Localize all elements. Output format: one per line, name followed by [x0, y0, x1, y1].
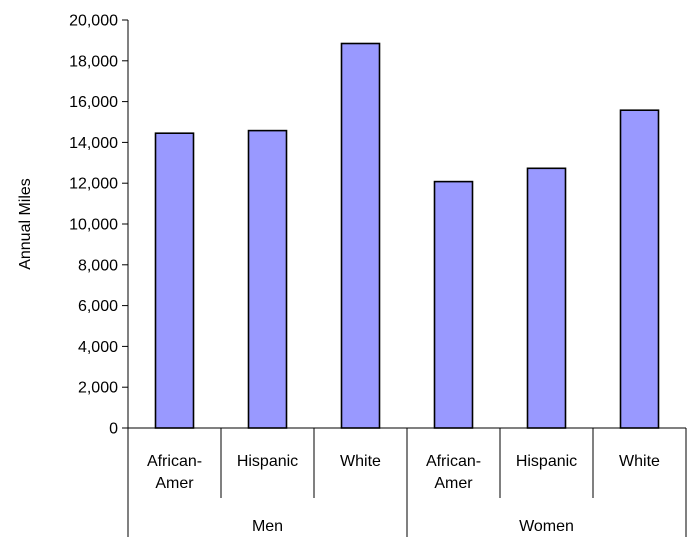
y-tick-label: 18,000 [69, 53, 118, 70]
bar-women-3 [619, 109, 660, 429]
x-category-label: Amer [434, 475, 473, 492]
x-group-label: Men [252, 518, 283, 535]
y-tick-label: 20,000 [69, 13, 118, 30]
bar-men-1 [154, 132, 195, 429]
y-tick-label: 10,000 [69, 217, 118, 234]
axes-layer [122, 19, 687, 537]
bar-women-1 [433, 180, 474, 429]
bar-men-2 [247, 129, 288, 429]
x-category-label: African- [426, 453, 481, 470]
bar-women-2 [526, 167, 567, 429]
x-category-label: White [340, 453, 381, 470]
x-category-label: African- [147, 453, 202, 470]
x-category-label: Amer [155, 475, 194, 492]
y-tick-label: 4,000 [78, 339, 118, 356]
bars-layer [154, 42, 660, 429]
x-category-label: White [619, 453, 660, 470]
bar-men-3 [340, 42, 381, 429]
y-tick-label: 0 [109, 421, 118, 438]
x-category-label: Hispanic [516, 453, 577, 470]
y-tick-label: 8,000 [78, 257, 118, 274]
y-tick-label: 12,000 [69, 176, 118, 193]
labels-layer: 0 2,000 4,000 6,000 8,000 10,000 12,000 14,000 1… [69, 13, 660, 536]
x-category-label: Hispanic [237, 453, 298, 470]
x-group-label: Women [519, 518, 574, 535]
y-axis-title: Annual Miles [17, 178, 34, 270]
y-tick-label: 16,000 [69, 94, 118, 111]
y-tick-label: 2,000 [78, 380, 118, 397]
y-tick-label: 6,000 [78, 298, 118, 315]
y-tick-label: 14,000 [69, 135, 118, 152]
